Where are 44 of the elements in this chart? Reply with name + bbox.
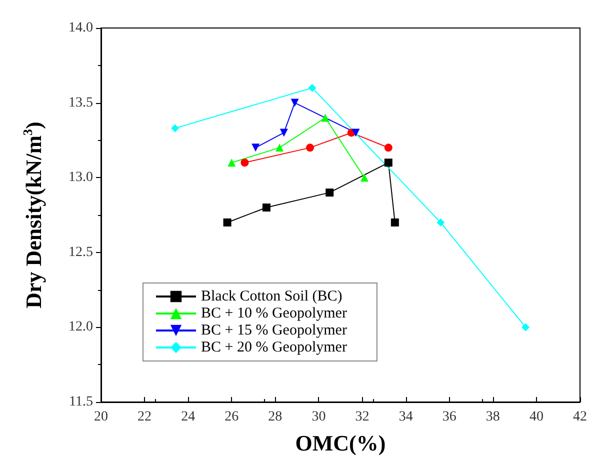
point — [262, 204, 270, 212]
point — [384, 144, 392, 152]
point — [390, 218, 399, 226]
point — [308, 84, 316, 92]
y-tick-label: 14.0 — [68, 20, 93, 36]
legend-label: BC + 20 % Geopolymer — [201, 340, 347, 356]
y-tick-label: 12.0 — [68, 320, 93, 335]
x-tick-label: 30 — [312, 410, 326, 424]
x-tick-label: 20 — [94, 410, 108, 424]
point — [436, 218, 445, 226]
y-tick-label: 11.5 — [69, 394, 93, 410]
point — [306, 144, 314, 152]
point — [240, 158, 249, 167]
x-tick-label: 26 — [224, 410, 239, 424]
x-tick-label: 28 — [268, 410, 282, 424]
point — [321, 114, 330, 122]
x-tick-label: 42 — [573, 410, 587, 424]
point — [171, 124, 180, 132]
point — [252, 144, 260, 152]
y-axis-title: Dry Density(kN/m3) — [20, 122, 46, 308]
legend-label: BC + 10 % Geopolymer — [201, 306, 347, 322]
point — [276, 144, 284, 152]
point — [326, 188, 334, 197]
legend-label: BC + 15 % Geopolymer — [201, 322, 347, 338]
point — [223, 218, 232, 226]
x-tick-label: 24 — [181, 410, 196, 424]
y-tick-label: 13.5 — [68, 95, 93, 110]
y-tick-label: 13.0 — [68, 170, 93, 186]
legend-label: Black Cotton Soil (BC) — [201, 288, 342, 304]
x-axis-title: OMC(%) — [295, 430, 386, 456]
x-tick-label: 36 — [442, 410, 456, 424]
y-tick-label: 12.5 — [68, 244, 93, 260]
point — [360, 174, 368, 182]
point — [352, 128, 360, 137]
x-tick-label: 40 — [529, 410, 544, 424]
x-tick-label: 34 — [398, 410, 413, 424]
point — [290, 98, 299, 107]
x-tick-label: 22 — [138, 410, 152, 424]
x-tick-label: 32 — [355, 410, 370, 424]
point — [228, 158, 236, 167]
point — [384, 158, 392, 167]
x-tick-label: 38 — [486, 410, 500, 424]
point — [522, 323, 530, 332]
point — [280, 128, 288, 137]
